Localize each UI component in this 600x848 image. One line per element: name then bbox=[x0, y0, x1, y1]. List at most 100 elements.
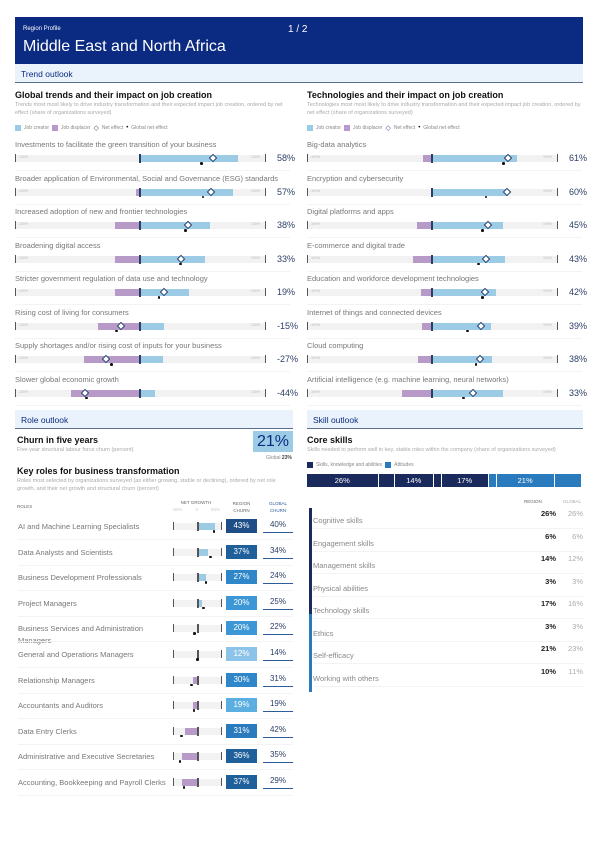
global-net-marker bbox=[157, 296, 161, 299]
global-net-marker bbox=[502, 162, 505, 165]
axis-end bbox=[221, 752, 222, 761]
axis-max-label: 100% bbox=[543, 289, 552, 293]
axis-min-label: -100% bbox=[310, 188, 321, 193]
axis-min-label: -100% bbox=[310, 155, 321, 159]
skill-global: 6% bbox=[572, 531, 583, 541]
zero-line bbox=[139, 154, 141, 163]
legend-displacer: Job displacer bbox=[61, 125, 91, 131]
zero-line bbox=[197, 573, 199, 583]
skill-row: Ethics 3% 3% bbox=[313, 619, 583, 642]
bar-segment bbox=[488, 474, 497, 487]
global-growth-marker bbox=[202, 606, 205, 610]
zero-line bbox=[197, 650, 199, 659]
axis-min-label: -100% bbox=[18, 155, 29, 159]
axis-min-label: -100% bbox=[310, 289, 321, 293]
bar-segment: 26% bbox=[307, 474, 379, 487]
skill-name: Cognitive skills bbox=[313, 516, 363, 525]
region-churn: 12% bbox=[226, 647, 257, 661]
zero-line bbox=[139, 221, 141, 230]
axis-min-label: -100% bbox=[18, 389, 29, 394]
creator-swatch bbox=[307, 125, 313, 131]
displacer-swatch bbox=[344, 125, 351, 131]
axis-min-label: -100% bbox=[18, 356, 29, 360]
table-row: AI and Machine Learning Specialists 43% 40… bbox=[18, 517, 293, 542]
displacer-bar bbox=[420, 289, 432, 296]
att-swatch bbox=[385, 462, 392, 468]
trend-row: Rising cost of living for consumers -100%… bbox=[15, 307, 298, 341]
displacer-bar bbox=[417, 222, 432, 229]
axis-start bbox=[15, 254, 16, 263]
legend-att: Attitudes bbox=[394, 462, 414, 468]
net-growth-bar bbox=[197, 599, 203, 607]
att-indicator bbox=[309, 614, 312, 692]
axis-end bbox=[557, 388, 558, 397]
churn-title: Churn in five years bbox=[17, 435, 99, 445]
tech-legend: Job creator Job displacer ◇ Net effect • G… bbox=[307, 124, 460, 132]
axis-min-label: -100% bbox=[310, 255, 321, 260]
skills-region-header: REGION bbox=[524, 499, 542, 504]
global-net-marker bbox=[481, 296, 484, 299]
row-divider bbox=[18, 539, 293, 540]
global-churn: 34% bbox=[263, 546, 293, 559]
displacer-bar bbox=[115, 222, 140, 229]
row-divider bbox=[18, 692, 293, 694]
row-label: Encryption and cybersecurity bbox=[307, 173, 404, 183]
axis-start bbox=[307, 388, 308, 397]
region-churn: 31% bbox=[226, 723, 257, 738]
skill-name: Ethics bbox=[313, 628, 334, 638]
axis-start bbox=[173, 573, 174, 582]
trend-row: Internet of things and connected devices… bbox=[307, 308, 587, 341]
row-divider bbox=[18, 667, 293, 668]
axis-max-label: 100% bbox=[543, 255, 552, 260]
displacer-bar bbox=[83, 356, 140, 363]
zero-line bbox=[431, 288, 433, 297]
net-value: -44% bbox=[277, 387, 299, 398]
row-divider bbox=[313, 663, 583, 664]
row-label: Digital platforms and apps bbox=[307, 207, 394, 216]
skill-row: Self-efficacy 21% 23% bbox=[313, 641, 583, 664]
zero-line bbox=[139, 187, 141, 197]
zero-line bbox=[197, 624, 199, 634]
zero-line bbox=[139, 355, 141, 364]
ska-indicator bbox=[309, 508, 312, 614]
creator-bar bbox=[432, 255, 505, 263]
creator-bar bbox=[140, 322, 164, 330]
net-value: 33% bbox=[277, 253, 296, 264]
row-label: Cloud computing bbox=[307, 341, 364, 350]
row-divider bbox=[307, 203, 582, 205]
skill-global: 11% bbox=[568, 666, 583, 676]
row-label: Broader application of Environmental, So… bbox=[15, 173, 279, 183]
churn-global-value: 23% bbox=[281, 455, 292, 461]
row-label: Education and workforce development tech… bbox=[307, 274, 479, 283]
displacer-bar bbox=[413, 255, 432, 263]
skill-name: Self-efficacy bbox=[313, 651, 354, 660]
global-growth-marker bbox=[190, 683, 193, 687]
net-value: 57% bbox=[277, 186, 296, 197]
legend-displacer: Job displacer bbox=[353, 125, 383, 131]
axis-end bbox=[221, 675, 222, 684]
row-divider bbox=[18, 641, 293, 643]
trend-row: E-commerce and digital trade -100% 100% 43% bbox=[307, 241, 587, 274]
global-net-marker bbox=[179, 262, 182, 265]
section-role-outlook: Role outlook bbox=[15, 410, 293, 429]
zero-line bbox=[197, 675, 199, 685]
trend-row: Broader application of Environmental, So… bbox=[15, 173, 295, 207]
trend-row: Artificial intelligence (e.g. machine le… bbox=[307, 375, 587, 408]
creator-swatch bbox=[15, 125, 21, 131]
axis-end bbox=[221, 598, 222, 607]
global-net-marker bbox=[481, 229, 484, 232]
row-label: Rising cost of living for consumers bbox=[15, 307, 129, 317]
axis-start bbox=[307, 187, 308, 196]
axis-end bbox=[221, 726, 222, 735]
axis-max-label: 100% bbox=[251, 389, 260, 394]
global-growth-marker bbox=[178, 760, 182, 763]
net-value: 58% bbox=[277, 153, 296, 163]
role-name: Business Development Professionals bbox=[18, 573, 142, 583]
axis-min-label: -100% bbox=[18, 188, 29, 193]
row-divider bbox=[18, 718, 293, 720]
skill-region: 26% bbox=[540, 509, 556, 518]
skill-global: 16% bbox=[567, 599, 583, 608]
axis-start bbox=[15, 187, 16, 196]
trend-row: Slower global economic growth -100% 100% -4… bbox=[15, 375, 298, 408]
row-divider bbox=[313, 573, 583, 574]
